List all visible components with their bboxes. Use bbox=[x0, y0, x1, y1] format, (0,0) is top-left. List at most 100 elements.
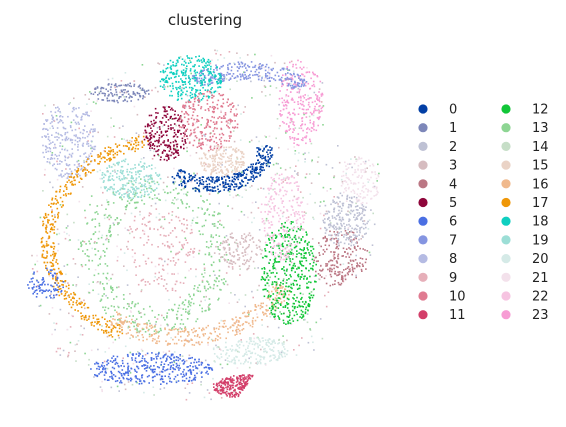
cell-point bbox=[289, 166, 292, 169]
cell-point bbox=[234, 76, 237, 79]
cell-point bbox=[172, 189, 175, 191]
cell-point bbox=[88, 255, 90, 258]
cell-point bbox=[281, 114, 283, 116]
cell-point bbox=[161, 258, 163, 261]
cell-point bbox=[344, 161, 346, 164]
cell-point bbox=[242, 323, 245, 325]
cell-point bbox=[112, 156, 115, 159]
cell-point bbox=[36, 285, 39, 287]
cell-point bbox=[175, 262, 177, 264]
cell-point bbox=[178, 75, 180, 77]
cell-point bbox=[85, 168, 87, 170]
cell-point bbox=[138, 92, 141, 95]
cell-point bbox=[150, 127, 152, 129]
cell-point bbox=[175, 215, 177, 218]
cell-point bbox=[221, 80, 224, 82]
cell-point bbox=[340, 210, 343, 212]
cell-point bbox=[156, 181, 159, 184]
cell-point bbox=[156, 330, 158, 333]
cell-point bbox=[207, 83, 209, 85]
cell-point bbox=[55, 279, 57, 282]
cell-point bbox=[95, 211, 98, 213]
cell-point bbox=[115, 295, 118, 298]
cell-point bbox=[282, 253, 284, 255]
cell-point bbox=[77, 239, 80, 241]
cell-point bbox=[293, 114, 296, 116]
cell-point bbox=[185, 311, 187, 313]
cell-point bbox=[180, 89, 183, 91]
cell-point bbox=[272, 179, 274, 181]
cell-point bbox=[104, 161, 106, 163]
cell-point bbox=[365, 206, 367, 208]
cell-point bbox=[240, 76, 242, 78]
cell-point bbox=[110, 277, 112, 280]
cell-point bbox=[167, 234, 170, 237]
cell-point bbox=[133, 261, 136, 264]
cell-point bbox=[308, 128, 311, 131]
cell-point bbox=[275, 307, 278, 309]
cell-point bbox=[200, 106, 203, 108]
cell-point bbox=[184, 67, 187, 69]
cell-point bbox=[305, 112, 308, 114]
cell-point bbox=[285, 107, 288, 110]
cell-point bbox=[156, 145, 158, 148]
cell-point bbox=[120, 150, 122, 153]
cell-point bbox=[78, 165, 80, 167]
cell-point bbox=[160, 156, 162, 158]
cell-point bbox=[117, 223, 119, 226]
cell-point bbox=[76, 160, 78, 163]
cell-point bbox=[209, 286, 211, 288]
cell-point bbox=[169, 260, 172, 262]
cell-point bbox=[180, 340, 183, 342]
cell-point bbox=[157, 193, 160, 195]
cell-point bbox=[223, 115, 225, 117]
cell-point bbox=[279, 190, 281, 193]
cell-point bbox=[127, 327, 129, 329]
cell-point bbox=[227, 119, 230, 122]
cell-point bbox=[75, 284, 78, 286]
cell-point bbox=[79, 155, 82, 157]
cell-point bbox=[89, 203, 91, 206]
cell-point bbox=[116, 385, 119, 388]
cell-point bbox=[215, 64, 217, 67]
cell-point bbox=[43, 156, 45, 158]
cell-point bbox=[120, 196, 122, 199]
cell-point bbox=[281, 250, 284, 252]
cell-point bbox=[201, 279, 204, 282]
cell-point bbox=[59, 288, 62, 290]
cell-point bbox=[286, 244, 288, 246]
cell-point bbox=[314, 105, 316, 108]
cell-point bbox=[72, 284, 74, 286]
cell-point bbox=[301, 317, 303, 319]
cell-point bbox=[298, 304, 300, 307]
cell-point bbox=[101, 92, 104, 95]
cell-point bbox=[257, 267, 259, 269]
cell-point bbox=[266, 272, 269, 275]
cell-point bbox=[150, 141, 152, 144]
cell-point bbox=[152, 386, 155, 388]
cell-point bbox=[47, 219, 49, 221]
cell-point bbox=[153, 122, 156, 125]
cell-point bbox=[69, 193, 72, 195]
cell-point bbox=[336, 222, 338, 225]
cell-point bbox=[66, 172, 68, 175]
cell-point bbox=[272, 305, 275, 308]
cell-point bbox=[110, 386, 113, 389]
cell-point bbox=[124, 99, 126, 102]
cell-point bbox=[164, 108, 166, 111]
cell-point bbox=[320, 95, 323, 97]
cell-point bbox=[300, 276, 303, 278]
cell-point bbox=[310, 281, 312, 284]
cell-point bbox=[296, 138, 298, 140]
cell-point bbox=[340, 282, 343, 285]
cell-point bbox=[271, 69, 273, 72]
cell-point bbox=[94, 87, 97, 89]
cell-point bbox=[129, 225, 131, 228]
cell-point bbox=[337, 238, 339, 240]
cell-point bbox=[64, 132, 67, 134]
cell-point bbox=[48, 235, 50, 238]
cell-point bbox=[166, 110, 168, 112]
cell-point bbox=[36, 270, 39, 273]
cell-point bbox=[267, 297, 270, 299]
cell-point bbox=[58, 133, 60, 136]
